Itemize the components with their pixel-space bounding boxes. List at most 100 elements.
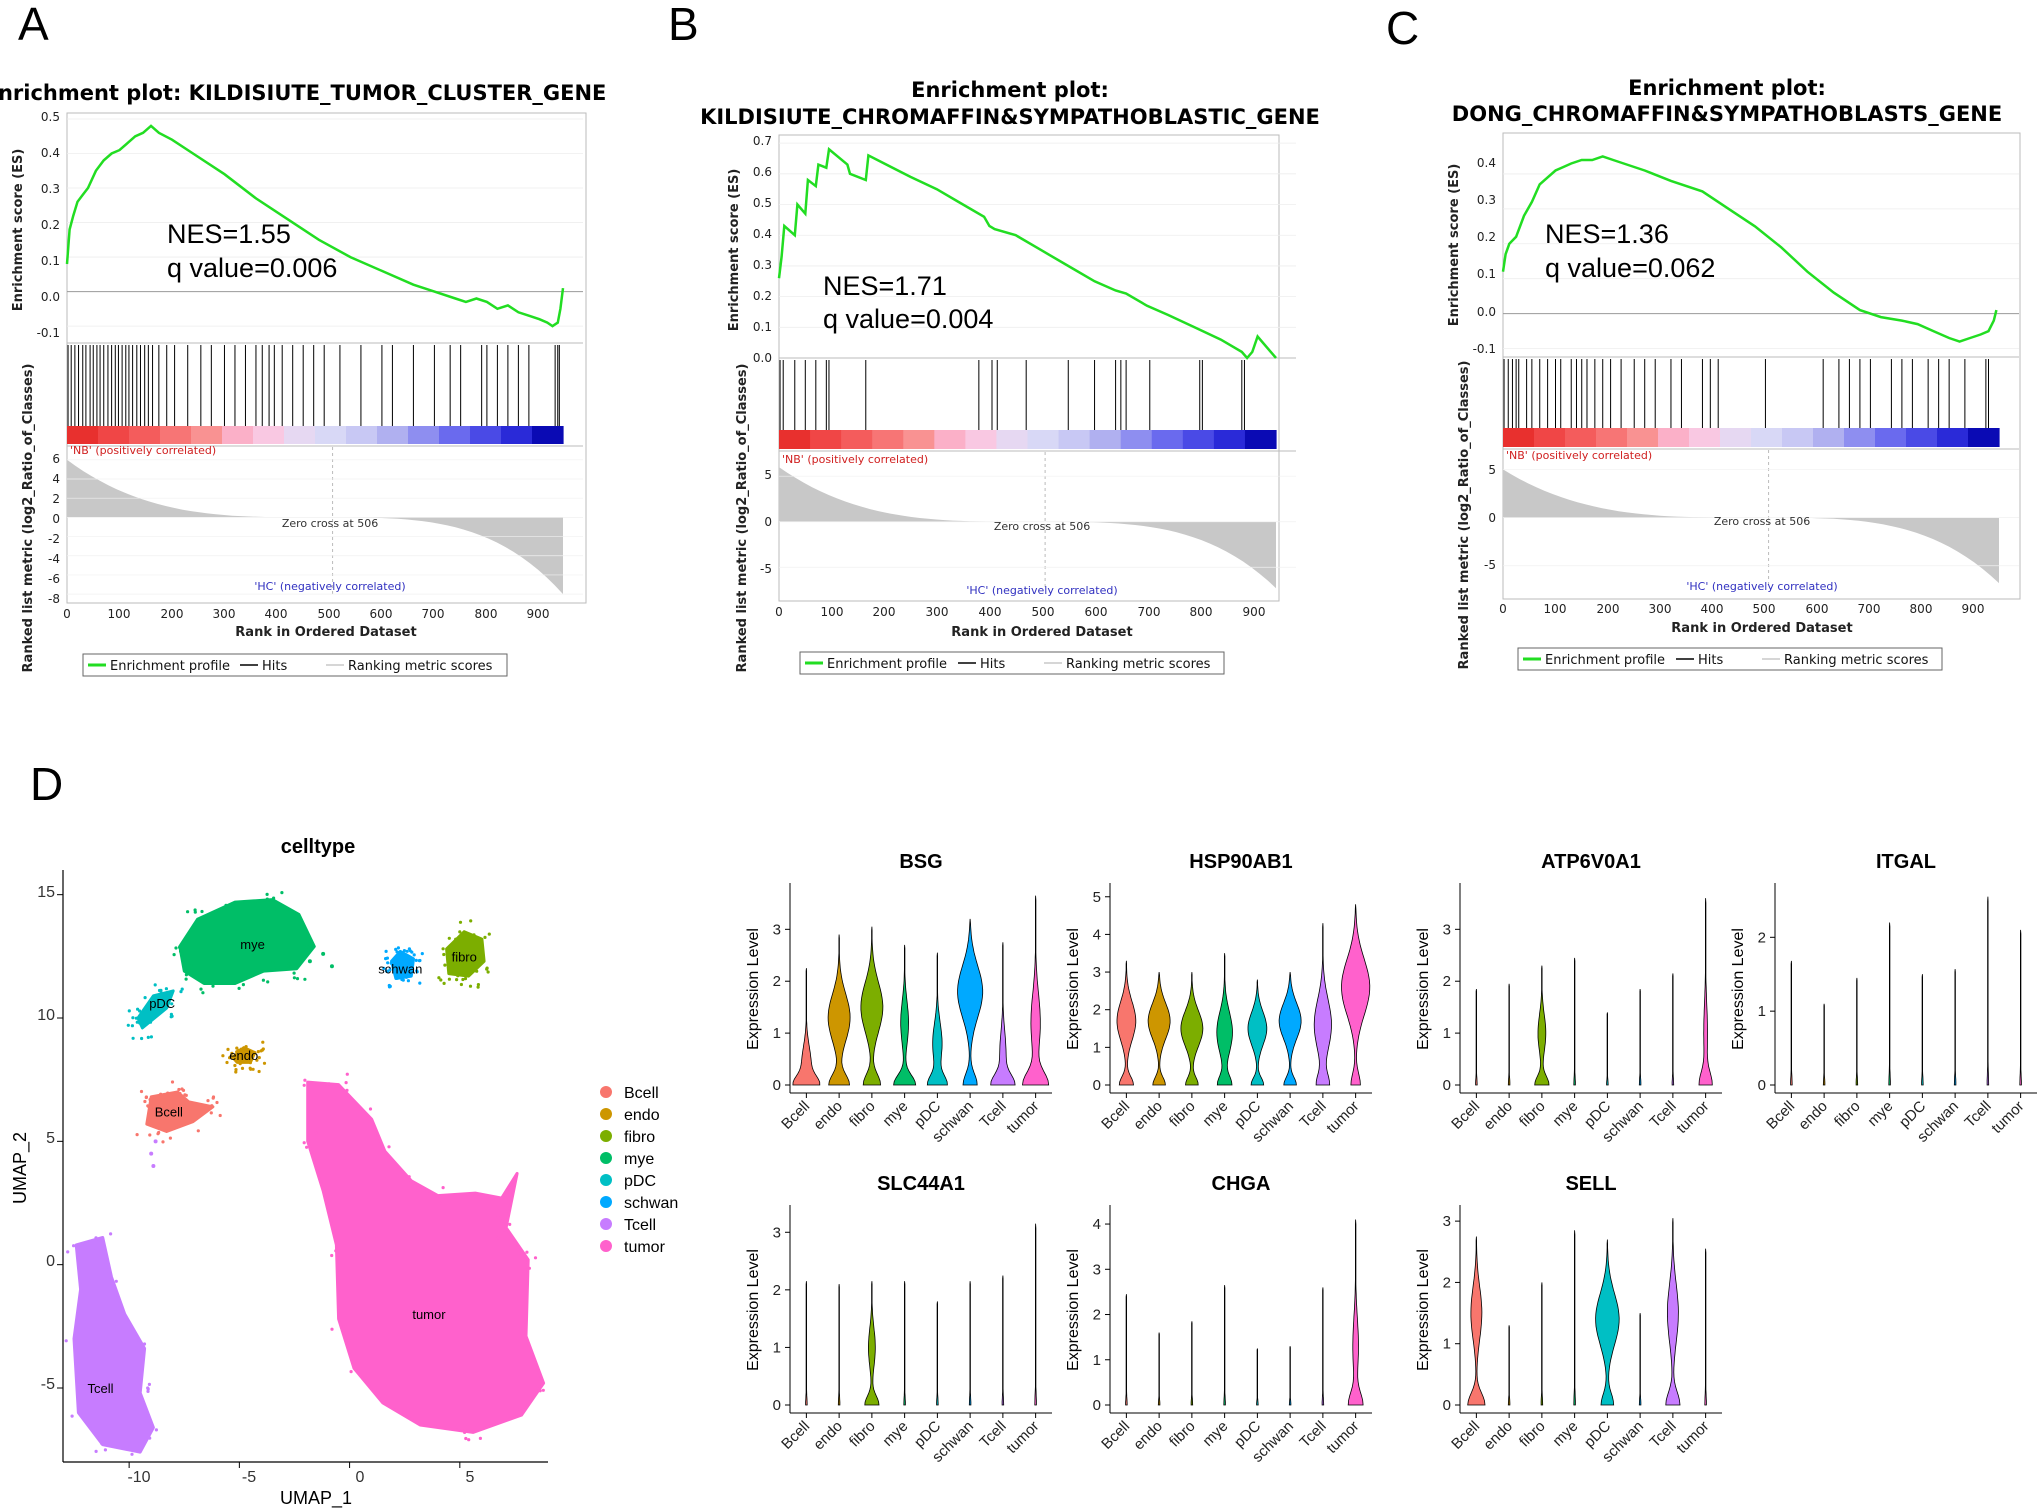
cell-point (241, 983, 245, 987)
cell-point (188, 1117, 192, 1121)
cell-point (130, 1452, 134, 1456)
gsea-frame (1502, 132, 2021, 600)
violin-y-tick: 2 (1443, 973, 1451, 990)
violin-tcell (1671, 973, 1675, 1086)
cell-point (468, 967, 472, 971)
x-tick: 0 (63, 607, 71, 621)
cell-point (131, 1016, 135, 1020)
x-tick: 600 (1085, 605, 1108, 619)
enrichment-curve (1501, 155, 1998, 343)
violin-bcell (792, 968, 821, 1086)
metric-tick: -5 (1484, 558, 1496, 572)
cluster-label-tumor: tumor (412, 1307, 446, 1322)
violin-x-tick: mye (1199, 1418, 1231, 1450)
violin-endo (1147, 972, 1171, 1086)
gsea-title-line1: Enrichment plot: (911, 78, 1109, 102)
legend-box (1517, 647, 1943, 671)
es-tick: 0.4 (41, 146, 60, 160)
cluster-label-endo: endo (229, 1048, 258, 1063)
cell-point (144, 1022, 148, 1026)
heatmap-segment (1875, 428, 1907, 447)
cell-point (483, 935, 487, 940)
violin-y-label: Expression Level (1415, 928, 1432, 1050)
violin-y-tick: 5 (1093, 889, 1101, 906)
violin-y-label: Expression Level (1065, 1249, 1082, 1371)
violin-y-tick: 1 (1093, 1352, 1101, 1369)
violin-tumor (1341, 904, 1371, 1086)
pos-corr-label: 'NB' (positively correlated) (70, 444, 216, 457)
cell-point (139, 1089, 144, 1094)
cell-point (265, 892, 269, 897)
cell-point (475, 969, 479, 973)
cell-point (215, 1100, 219, 1105)
cell-point (455, 978, 459, 982)
cell-point (247, 1057, 251, 1061)
metric-tick: 0 (52, 512, 60, 526)
x-ticks: 0 100 200 300 400 500 600 700 800 900 (775, 605, 1265, 619)
cell-point (193, 1109, 197, 1113)
cell-point (158, 994, 162, 998)
cell-point (394, 947, 398, 952)
violin-x-tick: mye (879, 1098, 911, 1130)
violin-bcell (1125, 1294, 1128, 1406)
cell-point (193, 908, 197, 912)
cell-point (478, 952, 482, 957)
cell-point (273, 907, 277, 911)
cell-point (64, 1339, 68, 1343)
cell-point (97, 1433, 102, 1437)
cell-point (257, 1069, 261, 1074)
violin-tumor (1034, 1223, 1037, 1406)
x-tick: 500 (318, 607, 341, 621)
heatmap-segment (1782, 428, 1814, 447)
es-tick: 0.5 (41, 110, 60, 124)
violin-y-tick: 2 (1758, 929, 1766, 946)
cell-point (388, 968, 392, 972)
cell-point (461, 977, 465, 982)
es-ticks: 0.5 0.4 0.3 0.2 0.1 0.0 -0.1 (37, 110, 60, 340)
es-tick: 0.2 (1477, 230, 1496, 244)
cell-point (302, 1083, 306, 1087)
violin-tcell (990, 942, 1016, 1086)
heatmap-segment (1720, 428, 1752, 447)
x-tick: 400 (1701, 602, 1724, 616)
cell-point (472, 933, 476, 937)
heatmap-segment (1968, 428, 2000, 447)
gsea-title-line1: Enrichment plot: (1628, 76, 1826, 100)
cell-point (189, 964, 193, 968)
cell-point (168, 1136, 172, 1140)
heatmap-segment (222, 426, 254, 444)
gsea-legend: Enrichment profile Hits Ranking metric s… (799, 651, 1225, 675)
cell-point (486, 970, 490, 974)
violin-title: BSG (899, 851, 942, 873)
cell-point (129, 1394, 134, 1398)
cell-point (136, 1343, 140, 1347)
heatmap-segment (346, 426, 378, 444)
violin-y-tick: 3 (1093, 964, 1101, 981)
panel-label-b: B (668, 0, 699, 50)
cell-point (503, 1231, 507, 1235)
cell-point (259, 1049, 263, 1053)
cell-point (149, 1035, 153, 1039)
cell-point (136, 1390, 140, 1394)
violin-title: SELL (1565, 1173, 1616, 1195)
heatmap-segment (872, 430, 904, 449)
legend-box (82, 653, 508, 677)
cell-point (150, 1101, 154, 1105)
es-tick: 0.0 (41, 290, 60, 304)
violin-tcell (1986, 896, 1990, 1086)
cell-point (148, 1133, 152, 1137)
x-tick: 300 (213, 607, 236, 621)
heatmap-segment (1658, 428, 1690, 447)
x-axis-label: Rank in Ordered Dataset (235, 625, 416, 640)
cell-point (287, 962, 291, 966)
umap-plot-area: tumor Tcell mye Bcell fibro schwan endo pDC (57, 891, 546, 1468)
cell-point (395, 976, 399, 980)
violin-y-label: Expression Level (1730, 928, 1747, 1050)
neg-corr-label: 'HC' (negatively correlated) (1686, 580, 1837, 593)
violin-pdc (936, 1301, 939, 1406)
cell-point (159, 1092, 163, 1096)
ranking-metric-area (779, 467, 1276, 589)
cell-point (345, 1072, 349, 1076)
violin-x-tick: tumor (1003, 1418, 1042, 1457)
violin-y-tick: 3 (1443, 921, 1451, 938)
